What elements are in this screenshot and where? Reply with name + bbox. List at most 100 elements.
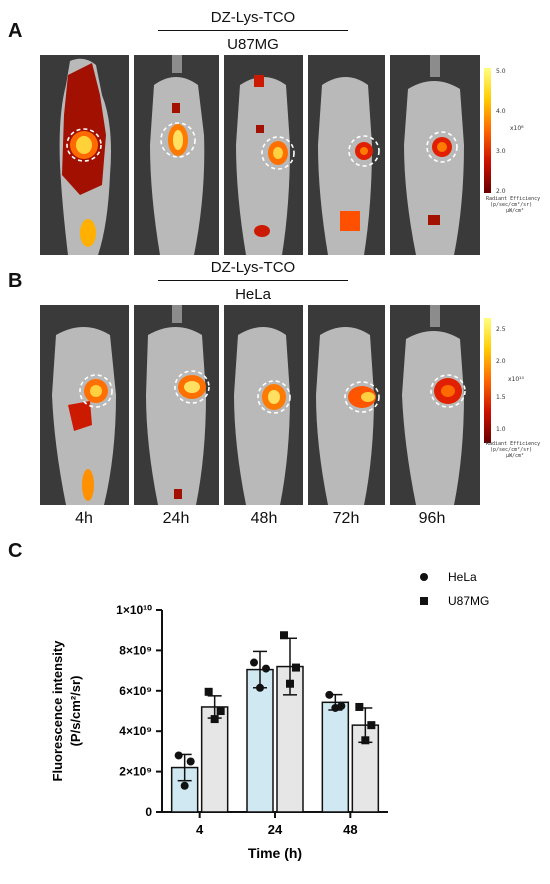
mouse-body bbox=[316, 327, 374, 505]
row-b-colorbar-units: (p/sec/cm²/sr) bbox=[490, 447, 533, 453]
data-point-hela bbox=[174, 751, 183, 760]
holder bbox=[430, 305, 440, 327]
mouse-image-b-72h-svg bbox=[316, 327, 380, 505]
data-point-hela bbox=[337, 701, 346, 710]
timepoint-label: 96h bbox=[418, 510, 446, 527]
mouse-body bbox=[402, 331, 464, 505]
signal-core bbox=[437, 142, 447, 152]
bar-hela bbox=[246, 668, 274, 813]
mouse-image-b-48h bbox=[224, 305, 303, 505]
signal-core bbox=[173, 130, 183, 150]
tumor-roi bbox=[257, 380, 291, 414]
y-tick-label: 1×10¹⁰ bbox=[116, 603, 152, 617]
signal-core bbox=[76, 136, 92, 154]
data-point-u87mg bbox=[361, 736, 370, 745]
mouse-image-b-4h bbox=[40, 305, 129, 505]
row-b-colorbar-units-denominator: μW/cm² bbox=[506, 453, 525, 459]
row-a-colorbar-exponent: x10⁸ bbox=[510, 125, 524, 132]
data-point-u87mg bbox=[210, 715, 219, 724]
signal-core bbox=[273, 147, 283, 159]
data-point-hela bbox=[262, 664, 270, 673]
signal-bottom bbox=[82, 469, 94, 501]
data-point-u87mg bbox=[216, 707, 225, 715]
mouse-image-a-72h-svg bbox=[318, 77, 380, 255]
signal-region bbox=[68, 401, 92, 431]
row-b-colorbar-tick: 1.0 bbox=[496, 426, 506, 433]
y-tick-label: 4×10⁹ bbox=[119, 724, 152, 738]
row-b-cell-line-label: HeLa bbox=[235, 286, 271, 303]
y-axis-label: Fluorescence intensity bbox=[50, 640, 65, 782]
row-b-compound-label: DZ-Lys-TCO bbox=[210, 259, 296, 276]
legend-label-hela: HeLa bbox=[448, 570, 477, 584]
tumor-roi bbox=[174, 370, 210, 404]
mouse-image-b-96h bbox=[390, 305, 480, 505]
row-a-colorbar-label: Radiant Efficiency bbox=[486, 196, 541, 202]
holder bbox=[172, 305, 182, 323]
data-point-hela bbox=[256, 683, 264, 692]
y-tick-label: 6×10⁹ bbox=[119, 684, 152, 698]
mouse-image-a-96h-svg bbox=[404, 55, 464, 255]
mouse-image-a-24h-svg bbox=[150, 55, 205, 255]
signal-bottom bbox=[254, 225, 270, 237]
signal-bottom bbox=[80, 219, 96, 247]
data-point-hela bbox=[180, 781, 189, 790]
signal-core bbox=[268, 390, 280, 404]
panel-a-letter: A bbox=[8, 20, 23, 42]
row-b-divider bbox=[158, 280, 348, 281]
data-point-u87mg bbox=[355, 702, 364, 711]
data-point-u87mg bbox=[292, 663, 300, 672]
mouse-image-a-4h-svg bbox=[59, 58, 111, 255]
mouse-body bbox=[150, 77, 205, 255]
timepoint-label: 72h bbox=[332, 510, 360, 527]
x-tick-label: 24 bbox=[268, 822, 283, 837]
holder bbox=[430, 55, 440, 77]
signal-core bbox=[441, 385, 455, 397]
legend-marker-hela bbox=[420, 573, 428, 581]
row-a-images bbox=[40, 55, 480, 255]
row-a-colorbar-tick: 4.0 bbox=[496, 108, 506, 115]
mouse-image-b-4h-svg bbox=[52, 327, 116, 505]
panel-b-letter: B bbox=[8, 270, 23, 292]
bar-hela bbox=[321, 701, 350, 813]
mouse-body bbox=[318, 77, 372, 255]
tumor-roi bbox=[261, 136, 295, 170]
x-axis-label: Time (h) bbox=[248, 845, 302, 861]
chart-svg: 0 2×10⁹ 4×10⁹ 6×10⁹ 8×10⁹ 1×10¹⁰ 4 24 48 Time (h)… bbox=[50, 570, 489, 861]
legend-marker-u87mg bbox=[420, 597, 428, 605]
signal-core bbox=[361, 392, 375, 402]
chart-panel: 0 2×10⁹ 4×10⁹ 6×10⁹ 8×10⁹ 1×10¹⁰ 4 24 48 Time (h)… bbox=[0, 560, 550, 879]
tumor-roi bbox=[79, 374, 113, 408]
data-point-hela bbox=[331, 703, 340, 712]
signal-top bbox=[254, 75, 264, 87]
mouse-body bbox=[146, 327, 206, 505]
data-point-u87mg bbox=[204, 687, 213, 696]
tumor-roi bbox=[160, 122, 196, 158]
mouse-image-a-24h bbox=[134, 55, 219, 255]
mouse-image-a-96h bbox=[390, 55, 480, 255]
signal-core bbox=[90, 385, 102, 397]
signal-core bbox=[360, 147, 368, 155]
row-a-colorbar-units-denominator: μW/cm² bbox=[506, 208, 525, 214]
row-b-colorbar-tick: 2.5 bbox=[496, 326, 506, 333]
timepoint-label: 4h bbox=[75, 510, 93, 527]
mouse-image-a-72h bbox=[308, 55, 385, 255]
row-b-colorbar-exponent: x10¹⁰ bbox=[508, 376, 524, 383]
holder bbox=[172, 55, 182, 73]
mouse-body bbox=[404, 81, 464, 255]
row-a-colorbar-tick: 3.0 bbox=[496, 148, 506, 155]
timepoint-label: 48h bbox=[250, 510, 278, 527]
row-b-images bbox=[40, 305, 480, 505]
row-b-colorbar-tick: 1.5 bbox=[496, 394, 506, 401]
signal-bottom bbox=[340, 211, 360, 231]
legend-label-u87mg: U87MG bbox=[448, 594, 489, 608]
mouse-image-a-48h-svg bbox=[236, 75, 295, 255]
y-axis-label-units: (P/s/cm²/sr) bbox=[68, 676, 83, 747]
signal-bottom bbox=[174, 489, 182, 499]
y-tick-label: 8×10⁹ bbox=[119, 643, 152, 657]
x-tick-label: 48 bbox=[343, 822, 357, 837]
timepoint-label: 24h bbox=[162, 510, 190, 527]
mouse-image-a-48h bbox=[224, 55, 303, 255]
data-point-hela bbox=[186, 757, 195, 766]
tumor-roi bbox=[348, 135, 380, 167]
tumor-roi bbox=[426, 131, 458, 163]
